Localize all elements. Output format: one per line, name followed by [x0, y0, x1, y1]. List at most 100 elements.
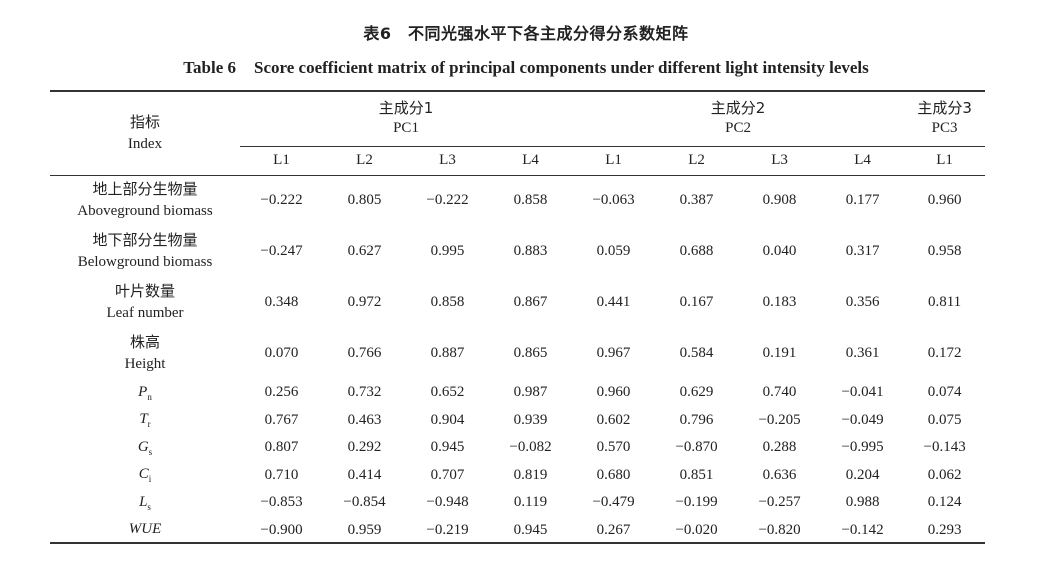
table-cell: 0.361 — [845, 345, 880, 361]
table-cell: 0.867 — [513, 294, 548, 310]
table-cell: 0.680 — [596, 466, 631, 483]
table-cell: 0.865 — [513, 345, 548, 361]
table-cell: 0.858 — [513, 192, 548, 208]
table-cell: −0.995 — [841, 439, 884, 456]
table-cell: 0.987 — [513, 384, 548, 401]
table-row: 地下部分生物量 Belowground biomass −0.247 0.627 … — [50, 226, 985, 277]
table-cell: 0.119 — [513, 494, 548, 511]
table-cell: 0.183 — [762, 294, 797, 310]
table-cell: −0.870 — [675, 439, 718, 456]
symbol: P — [138, 383, 148, 400]
row-label-cn: 地上部分生物量 — [92, 180, 198, 198]
table-cell: 0.807 — [264, 439, 299, 456]
table-cell: 0.317 — [845, 243, 880, 259]
table-cell: 0.040 — [762, 243, 797, 259]
table-cell: −0.820 — [758, 521, 801, 538]
table-cell: 0.766 — [347, 345, 382, 361]
table-cell: −0.948 — [426, 494, 469, 511]
symbol-subscript: n — [147, 391, 152, 402]
group-label-cn: 主成分2 — [710, 99, 766, 117]
table-cell: 0.602 — [596, 411, 631, 428]
table-cell: 0.204 — [845, 466, 880, 483]
header-rule — [50, 175, 985, 176]
level-header: L1 — [605, 151, 622, 168]
level-header: L4 — [522, 151, 539, 168]
table-cell: 0.288 — [762, 439, 797, 456]
table-cell: −0.479 — [592, 494, 635, 511]
table-cell: −0.205 — [758, 411, 801, 428]
table-cell: 0.177 — [845, 192, 880, 208]
table-cell: 0.740 — [762, 384, 797, 401]
table-cell: −0.854 — [343, 494, 386, 511]
table-cell: 0.293 — [927, 521, 962, 538]
table-cell: 0.356 — [845, 294, 880, 310]
bottom-rule — [50, 542, 985, 544]
row-label: 叶片数量 Leaf number — [50, 277, 240, 328]
group-underline — [240, 146, 985, 147]
table-row: 地上部分生物量 Aboveground biomass −0.222 0.805 … — [50, 175, 985, 226]
group-label-en: PC2 — [725, 120, 751, 136]
table-cell: 0.908 — [762, 192, 797, 208]
table-cell: −0.219 — [426, 521, 469, 538]
row-label: 株高 Height — [50, 328, 240, 379]
row-label-cn: 地下部分生物量 — [92, 231, 198, 249]
table-title-english: Table 6 Score coefficient matrix of princ… — [0, 58, 1052, 78]
row-label-cn: 株高 — [129, 333, 160, 351]
table-cell: −0.247 — [260, 243, 303, 259]
level-header: L3 — [771, 151, 788, 168]
table-cell: 0.710 — [264, 466, 299, 483]
row-label-symbol: Gs — [50, 434, 240, 462]
symbol-subscript: s — [147, 501, 151, 512]
table-cell: 0.629 — [679, 384, 714, 401]
table-cell: −0.142 — [841, 521, 884, 538]
table-cell: 0.887 — [430, 345, 465, 361]
table-cell: 0.995 — [430, 243, 465, 259]
group-label-en: PC1 — [393, 120, 419, 136]
table-cell: 0.636 — [762, 466, 797, 483]
table-cell: −0.041 — [841, 384, 884, 401]
table-caption: Score coefficient matrix of principal co… — [254, 58, 869, 77]
table-cell: 0.960 — [927, 192, 962, 208]
score-coefficient-table: 指标 Index 主成分1 PC1 主成分2 PC2 主成分3 PC3 L1 L… — [50, 92, 985, 544]
table-cell: 0.256 — [264, 384, 299, 401]
table-cell: 0.074 — [927, 384, 962, 401]
index-header-en: Index — [127, 136, 163, 152]
table-cell: 0.414 — [347, 466, 382, 483]
table-row: WUE −0.900 0.959 −0.219 0.945 0.267 −0.0… — [50, 517, 985, 545]
table-cell: −0.063 — [592, 192, 635, 208]
symbol: L — [139, 493, 148, 510]
level-header: L2 — [688, 151, 705, 168]
table-cell: 0.688 — [679, 243, 714, 259]
table-cell: −0.257 — [758, 494, 801, 511]
symbol-subscript: s — [148, 446, 153, 457]
table-cell: 0.441 — [596, 294, 631, 310]
level-header: L3 — [439, 151, 456, 168]
row-label: 地上部分生物量 Aboveground biomass — [50, 175, 240, 226]
table-cell: 0.939 — [513, 411, 548, 428]
table-cell: −0.049 — [841, 411, 884, 428]
table-row: Ls −0.853 −0.854 −0.948 0.119 −0.479 −0.… — [50, 489, 985, 517]
table-cell: 0.945 — [513, 521, 548, 538]
table-cell: −0.222 — [426, 192, 469, 208]
row-label-symbol: Ls — [50, 489, 240, 517]
table-cell: 0.584 — [679, 345, 714, 361]
level-header: L2 — [356, 151, 373, 168]
table-cell: 0.627 — [347, 243, 382, 259]
table-cell: 0.463 — [347, 411, 382, 428]
table-number-label: Table 6 — [183, 58, 236, 77]
table-cell: 0.945 — [430, 439, 465, 456]
table-cell: 0.858 — [430, 294, 465, 310]
table-row: 株高 Height 0.070 0.766 0.887 0.865 0.967 0… — [50, 328, 985, 379]
index-header-cn: 指标 — [129, 113, 160, 131]
table-cell: 0.972 — [347, 294, 382, 310]
table-cell: 0.292 — [347, 439, 382, 456]
table-cell: 0.387 — [679, 192, 714, 208]
table-cell: 0.059 — [596, 243, 631, 259]
table-row: Gs 0.807 0.292 0.945 −0.082 0.570 −0.870… — [50, 434, 985, 462]
level-header: L4 — [854, 151, 871, 168]
table-cell: 0.732 — [347, 384, 382, 401]
group-header-pc3: 主成分3 PC3 — [904, 92, 985, 145]
symbol: G — [137, 438, 149, 455]
table-row: 叶片数量 Leaf number 0.348 0.972 0.858 0.867 … — [50, 277, 985, 328]
table-cell: 0.075 — [927, 411, 962, 428]
